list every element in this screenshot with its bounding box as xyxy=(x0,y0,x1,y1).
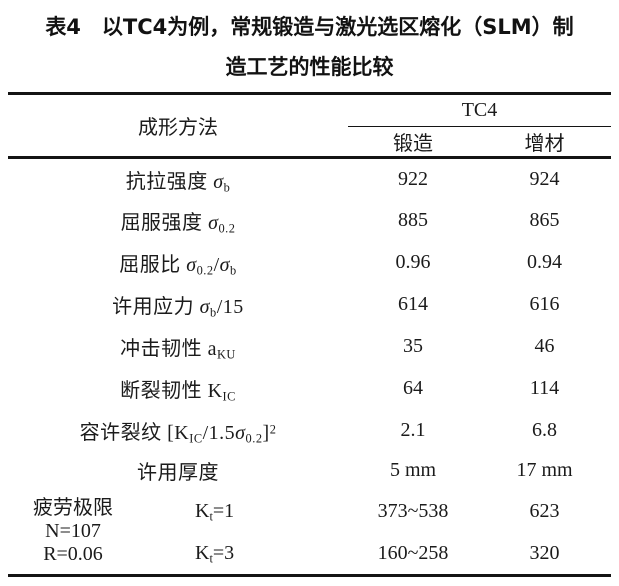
fatigue-label-line: 疲劳极限 xyxy=(33,497,113,520)
additive-value: 320 xyxy=(529,541,560,564)
forged-value: 160~258 xyxy=(377,541,449,564)
caption-line-2: 造工艺的性能比较 xyxy=(225,55,394,79)
additive-value: 623 xyxy=(529,499,560,522)
forged-value: 2.1 xyxy=(400,419,426,441)
forged-value: 885 xyxy=(398,209,428,231)
table-row-yield-ratio: 屈服比 σ0.2/σb 0.96 0.94 xyxy=(8,242,611,284)
additive-value: 924 xyxy=(529,167,560,190)
table-body: 抗拉强度 σb 922 924 屈服强度 σ0.2 885 865 屈服比 σ0… xyxy=(8,158,611,576)
table-row-fatigue-kt1: 疲劳极限 N=107 R=0.06 Kt=1 373~538 623 xyxy=(8,490,611,565)
table-header: 成形方法 TC4 锻造 增材 xyxy=(8,93,611,158)
row-label: 冲击韧性 aKU xyxy=(120,338,236,362)
forged-value: 373~538 xyxy=(377,499,449,522)
header-row-group: 成形方法 TC4 xyxy=(8,93,611,139)
fatigue-label-line: N=107 xyxy=(45,520,101,543)
row-label: 断裂韧性 KIC xyxy=(120,380,236,404)
header-method: 成形方法 xyxy=(138,117,218,139)
caption-line-1: 表4 以TC4为例，常规锻造与激光选区熔化（SLM）制 xyxy=(45,15,574,39)
row-label: 抗拉强度 σb xyxy=(125,170,231,195)
table-row-allowable-crack: 容许裂纹 [KIC/1.5σ0.2]2 2.1 6.8 xyxy=(8,410,611,452)
comparison-table: 成形方法 TC4 锻造 增材 抗拉强度 σb 922 924 屈服强度 σ0.2… xyxy=(8,92,611,577)
additive-value: 616 xyxy=(529,293,560,315)
fatigue-label-line: R=0.06 xyxy=(43,543,103,566)
header-row-columns: 锻造 增材 xyxy=(8,127,611,158)
table-row-tensile-strength: 抗拉强度 σb 922 924 xyxy=(8,158,611,200)
additive-value: 6.8 xyxy=(532,419,557,441)
kt-label: Kt=1 xyxy=(195,499,235,524)
additive-value: 0.94 xyxy=(527,251,562,273)
row-label: 屈服强度 σ0.2 xyxy=(120,212,236,236)
forged-value: 922 xyxy=(398,167,428,190)
fatigue-limit-label: 疲劳极限 N=107 R=0.06 xyxy=(8,490,138,576)
additive-value: 17 mm xyxy=(516,459,573,481)
row-label: 许用厚度 xyxy=(137,462,219,484)
forged-value: 614 xyxy=(398,293,428,315)
row-label: 许用应力 σb/15 xyxy=(112,296,244,320)
header-col-additive: 增材 xyxy=(524,133,565,155)
table-row-yield-strength: 屈服强度 σ0.2 885 865 xyxy=(8,200,611,242)
table-caption: 表4 以TC4为例，常规锻造与激光选区熔化（SLM）制 造工艺的性能比较 xyxy=(8,7,611,87)
forged-value: 64 xyxy=(403,377,423,399)
forged-value: 35 xyxy=(403,335,423,357)
table-row-impact-toughness: 冲击韧性 aKU 35 46 xyxy=(8,326,611,368)
row-label: 容许裂纹 [KIC/1.5σ0.2]2 xyxy=(79,422,277,446)
table-row-fatigue-kt3: Kt=3 160~258 320 xyxy=(8,533,611,576)
additive-value: 865 xyxy=(529,209,560,231)
table-row-fracture-toughness: 断裂韧性 KIC 64 114 xyxy=(8,368,611,410)
additive-value: 46 xyxy=(534,335,555,357)
forged-value: 0.96 xyxy=(395,251,431,273)
table-row-allowable-thickness: 许用厚度 5 mm 17 mm xyxy=(8,452,611,490)
header-col-forged: 锻造 xyxy=(393,133,433,155)
kt-label: Kt=3 xyxy=(195,541,235,566)
forged-value: 5 mm xyxy=(389,459,437,481)
additive-value: 114 xyxy=(529,377,560,399)
table-row-allowable-stress: 许用应力 σb/15 614 616 xyxy=(8,284,611,326)
row-label: 屈服比 σ0.2/σb xyxy=(119,254,237,278)
header-group-tc4: TC4 xyxy=(348,93,611,127)
